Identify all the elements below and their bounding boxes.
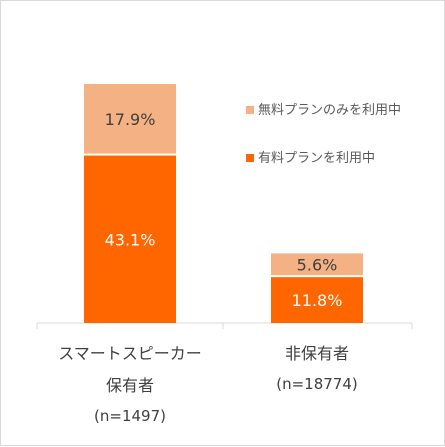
- bar-paid-1: [271, 277, 363, 323]
- legend-swatch-1: [246, 154, 254, 162]
- category-label-0-0: スマートスピーカー: [58, 344, 202, 363]
- bar-free-1: [271, 253, 363, 276]
- category-sample-0: (n=1497): [94, 407, 166, 425]
- data-label-free-1: 5.6%: [297, 255, 338, 274]
- legend-label-1: 有料プランを利用中: [258, 151, 375, 166]
- legend-label-0: 無料プランのみを利用中: [258, 103, 401, 118]
- category-label-1-0: 非保有者: [285, 344, 349, 363]
- category-label-0-1: 保有者: [106, 376, 154, 395]
- data-label-paid-1: 11.8%: [292, 291, 343, 310]
- data-label-free-0: 17.9%: [105, 110, 156, 129]
- legend-swatch-0: [246, 106, 254, 114]
- data-label-paid-0: 43.1%: [105, 230, 156, 249]
- bar-paid-0: [84, 155, 176, 323]
- category-sample-1: (n=18774): [276, 375, 358, 393]
- bar-free-0: [84, 84, 176, 154]
